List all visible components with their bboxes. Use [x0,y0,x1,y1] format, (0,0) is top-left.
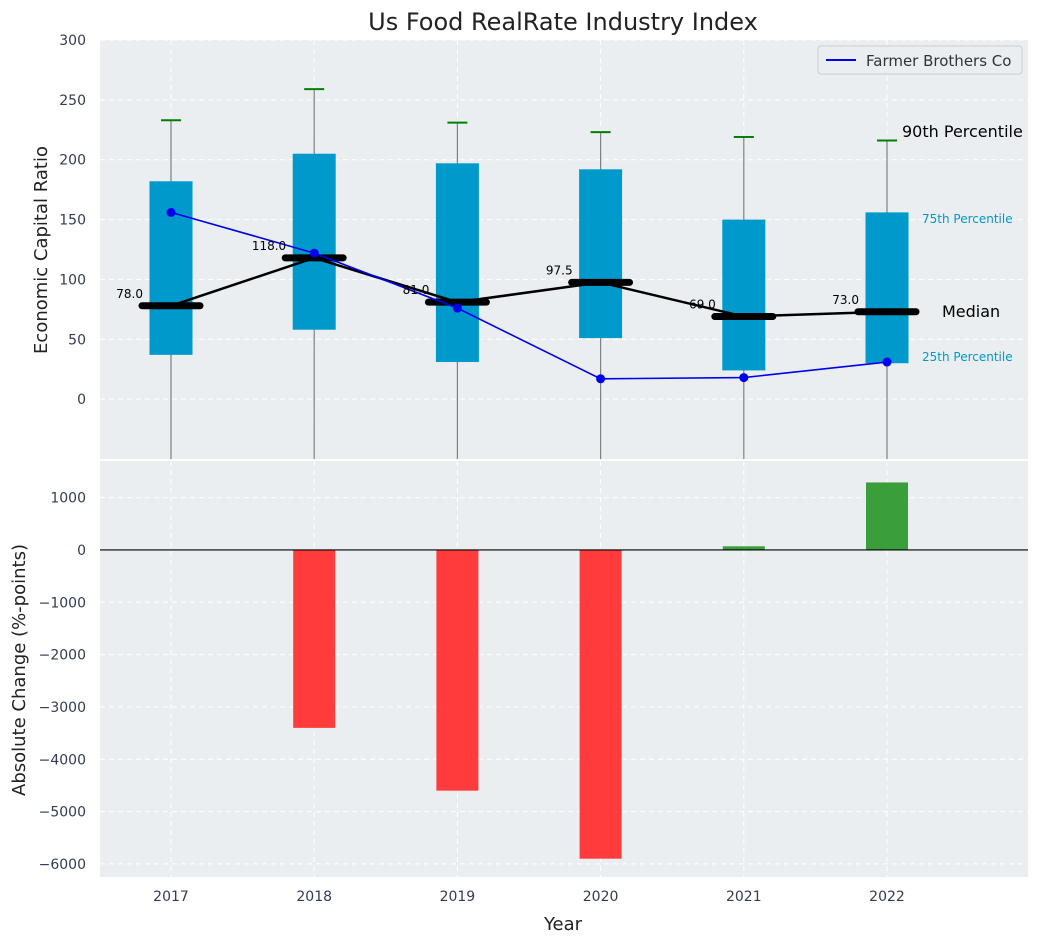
percentile-box [292,153,336,330]
x-tick-label: 2018 [296,889,332,905]
x-tick-label: 2021 [726,889,762,905]
median-value-label: 97.5 [546,263,573,277]
median-value-label: 78.0 [116,287,143,301]
x-tick-label: 2017 [153,889,189,905]
top-y-tick-label: 0 [77,392,86,408]
bottom-y-tick-label: −6000 [39,857,86,873]
bottom-y-tick-label: 0 [77,543,86,559]
percentile-box [865,212,909,364]
top-y-tick-label: 50 [68,332,86,348]
annotation-p90: 90th Percentile [902,122,1023,141]
median-value-label: 73.0 [832,293,859,307]
annotation-median: Median [942,302,1000,321]
change-bar [722,546,765,550]
top-y-tick-label: 200 [59,153,86,169]
median-value-label: 69.0 [689,298,716,312]
percentile-box [579,169,623,339]
company-point [882,357,892,367]
bottom-y-tick-label: −3000 [39,700,86,716]
change-bar [579,549,622,859]
bottom-y-tick-label: −5000 [39,805,86,821]
change-bar [293,549,336,728]
company-point [596,374,606,384]
percentile-box [435,163,479,363]
chart-title: Us Food RealRate Industry Index [368,8,758,36]
bottom-y-tick-label: −1000 [39,595,86,611]
top-y-tick-label: 100 [59,272,86,288]
top-y-tick-label: 250 [59,93,86,109]
company-point [452,303,462,313]
company-series-line [170,211,888,380]
company-point [166,207,176,217]
x-tick-label: 2020 [583,889,619,905]
percentile-box [149,181,193,355]
top-y-axis-label: Economic Capital Ratio [31,146,52,354]
annotation-p25: 25th Percentile [922,350,1013,364]
top-y-tick-label: 150 [59,213,86,229]
median-value-label: 118.0 [252,239,286,253]
bottom-y-tick-label: 1000 [50,491,86,507]
x-tick-label: 2022 [869,889,905,905]
legend: Farmer Brothers Co [817,45,1023,75]
annotation-p75: 75th Percentile [922,212,1013,226]
bottom-y-tick-label: −2000 [39,648,86,664]
change-bar [866,482,908,550]
top-panel: 0 50 100 150 200 250 300 78.0 118.0 81.0 97.5 69.0 7… [59,33,1028,459]
bottom-panel: −6000 −5000 −4000 −3000 −2000 −1000 0 1000 2017 2… [39,461,1028,905]
x-axis-label: Year [543,914,583,935]
company-point [739,373,749,383]
bottom-y-tick-label: −4000 [39,752,86,768]
x-tick-label: 2019 [440,889,476,905]
bottom-y-axis-label: Absolute Change (%-points) [9,544,30,796]
legend-box [817,45,1023,75]
percentile-box [722,219,766,371]
legend-label: Farmer Brothers Co [866,52,1011,70]
change-bar [436,549,479,791]
company-point [309,248,319,258]
top-y-tick-label: 300 [59,33,86,49]
median-value-label: 81.0 [403,283,430,297]
